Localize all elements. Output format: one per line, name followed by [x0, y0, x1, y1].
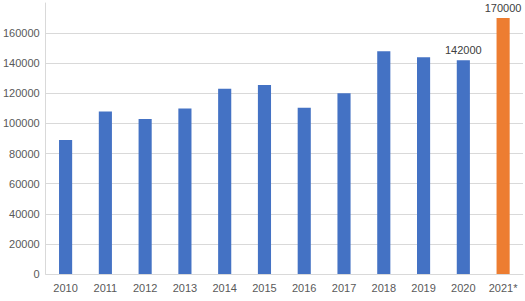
svg-text:0: 0	[34, 268, 40, 280]
svg-text:80000: 80000	[9, 148, 40, 160]
svg-text:170000: 170000	[485, 2, 522, 14]
svg-text:160000: 160000	[3, 27, 40, 39]
svg-text:140000: 140000	[3, 57, 40, 69]
svg-text:2017: 2017	[332, 282, 356, 294]
svg-text:2010: 2010	[53, 282, 77, 294]
svg-text:40000: 40000	[9, 208, 40, 220]
svg-text:2011: 2011	[94, 282, 118, 294]
svg-text:2013: 2013	[173, 282, 197, 294]
svg-text:2019: 2019	[411, 282, 435, 294]
svg-text:120000: 120000	[3, 87, 40, 99]
svg-text:2021*: 2021*	[489, 282, 518, 294]
svg-text:100000: 100000	[3, 117, 40, 129]
svg-text:2014: 2014	[212, 282, 236, 294]
svg-text:2020: 2020	[451, 282, 475, 294]
svg-text:142000: 142000	[445, 44, 482, 56]
svg-text:2012: 2012	[133, 282, 157, 294]
svg-text:2016: 2016	[292, 282, 316, 294]
svg-text:2015: 2015	[252, 282, 276, 294]
svg-text:60000: 60000	[9, 178, 40, 190]
svg-text:20000: 20000	[9, 238, 40, 250]
svg-text:2018: 2018	[372, 282, 396, 294]
